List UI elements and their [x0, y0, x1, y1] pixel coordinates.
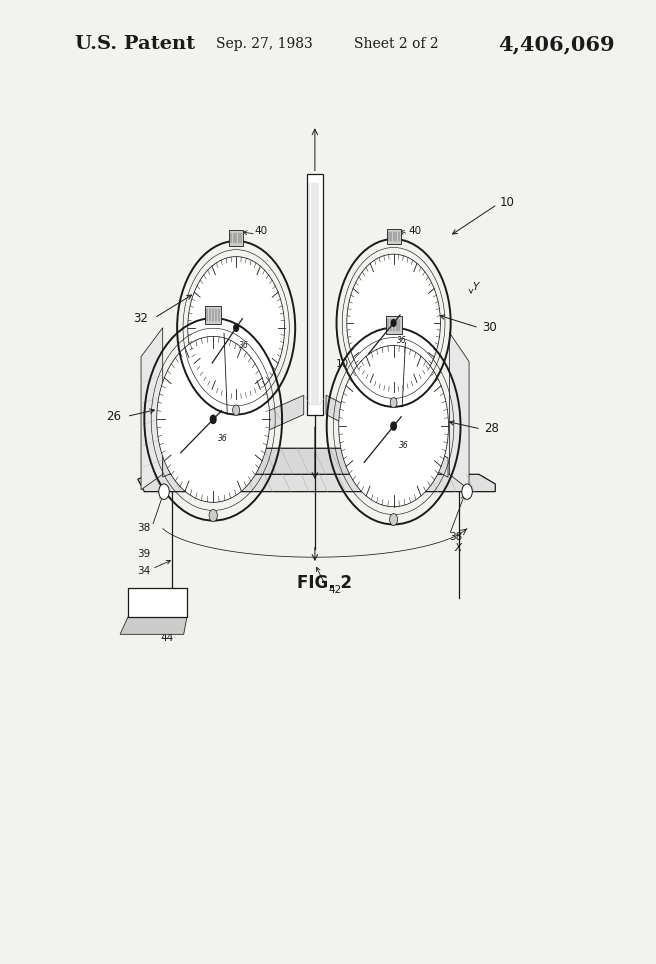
Text: 38: 38 [138, 523, 151, 533]
FancyBboxPatch shape [229, 230, 243, 246]
Circle shape [157, 336, 270, 502]
Text: Sep. 27, 1983: Sep. 27, 1983 [216, 38, 313, 51]
Text: 32: 32 [133, 311, 148, 325]
Text: 39: 39 [138, 549, 151, 559]
Polygon shape [141, 328, 163, 490]
Text: 28: 28 [484, 422, 499, 436]
Circle shape [390, 397, 397, 408]
Text: 44: 44 [161, 633, 174, 643]
Circle shape [391, 319, 396, 327]
Circle shape [390, 514, 398, 525]
Polygon shape [163, 395, 304, 477]
Circle shape [347, 254, 440, 391]
Text: 36: 36 [397, 335, 406, 345]
Text: 30: 30 [482, 321, 497, 335]
Polygon shape [449, 333, 469, 490]
Text: FIG. 2: FIG. 2 [297, 575, 352, 592]
Text: 4,406,069: 4,406,069 [499, 35, 615, 54]
Text: Sheet 2 of 2: Sheet 2 of 2 [354, 38, 439, 51]
Polygon shape [307, 174, 323, 415]
Text: 40: 40 [423, 328, 436, 337]
Circle shape [391, 422, 396, 430]
FancyBboxPatch shape [205, 306, 222, 324]
Circle shape [211, 415, 216, 423]
Text: 10: 10 [432, 441, 445, 450]
Polygon shape [243, 448, 387, 474]
Text: 40: 40 [408, 227, 421, 236]
Circle shape [234, 324, 239, 332]
Polygon shape [128, 588, 187, 617]
Circle shape [209, 509, 217, 522]
Text: U.S. Patent: U.S. Patent [75, 36, 195, 53]
Polygon shape [120, 617, 187, 634]
Text: 26: 26 [106, 410, 121, 423]
Text: Y: Y [472, 282, 479, 292]
Text: X: X [455, 543, 462, 552]
Circle shape [159, 484, 169, 499]
Text: 34: 34 [138, 566, 151, 576]
Text: 36: 36 [399, 441, 408, 450]
Text: 10: 10 [500, 196, 515, 209]
Text: 10: 10 [336, 360, 349, 369]
Polygon shape [138, 474, 495, 492]
Polygon shape [326, 395, 448, 477]
Circle shape [338, 345, 449, 507]
FancyBboxPatch shape [386, 228, 401, 244]
Circle shape [462, 484, 472, 499]
Text: 42: 42 [328, 585, 341, 595]
Text: 40: 40 [255, 227, 268, 236]
Text: 36: 36 [239, 340, 249, 350]
Text: 38: 38 [449, 532, 462, 542]
Circle shape [233, 405, 239, 415]
Text: 36: 36 [218, 434, 228, 443]
FancyBboxPatch shape [386, 316, 401, 334]
Circle shape [188, 256, 285, 399]
